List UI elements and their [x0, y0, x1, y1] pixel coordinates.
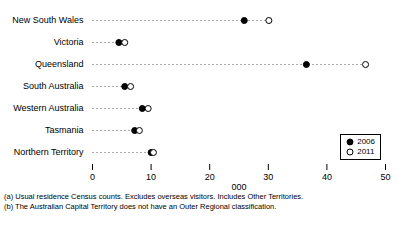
svg-text:0: 0: [90, 172, 95, 182]
svg-text:40: 40: [322, 172, 332, 182]
svg-text:New South Wales: New South Wales: [12, 15, 84, 25]
html-text:(a) Usual residence Census cou: (a) Usual residence Census counts. Exclu…: [4, 192, 304, 201]
svg-text:Western Australia: Western Australia: [13, 103, 83, 113]
svg-text:30: 30: [263, 172, 273, 182]
svg-text:000: 000: [231, 182, 246, 192]
html-text:2011: 2011: [357, 147, 375, 156]
svg-text:Queensland: Queensland: [35, 59, 84, 69]
svg-text:20: 20: [205, 172, 215, 182]
html-text:(b) The Australian Capital Ter: (b) The Australian Capital Territory doe…: [4, 202, 277, 211]
svg-text:Tasmania: Tasmania: [45, 125, 84, 135]
svg-text:South Australia: South Australia: [23, 81, 84, 91]
html-text:2006: 2006: [357, 137, 375, 146]
svg-text:Northern Territory: Northern Territory: [14, 147, 84, 157]
svg-text:10: 10: [146, 172, 156, 182]
svg-text:Victoria: Victoria: [54, 37, 84, 47]
svg-text:50: 50: [380, 172, 390, 182]
